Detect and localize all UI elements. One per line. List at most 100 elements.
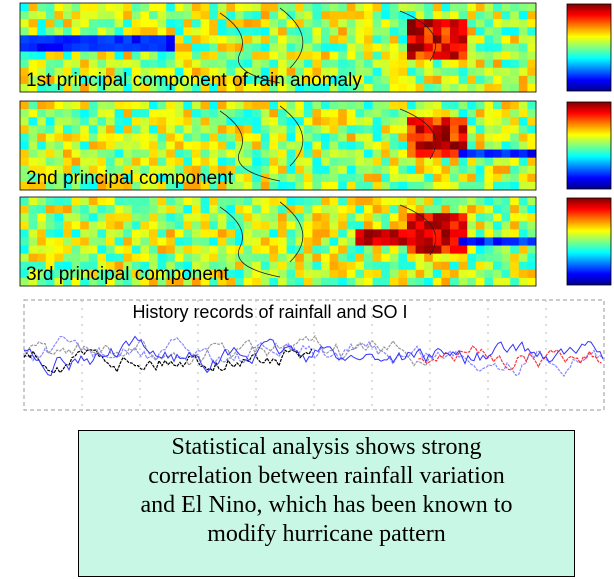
map-cell: [37, 229, 47, 238]
map-cell: [20, 83, 29, 93]
map-cell: [381, 43, 391, 52]
map-cell: [501, 221, 511, 230]
map-cell: [209, 59, 219, 69]
map-cell: [407, 27, 416, 36]
map-cell: [407, 213, 416, 222]
map-cell: [346, 157, 356, 167]
map-cell: [364, 197, 373, 206]
map-cell: [243, 157, 253, 167]
map-cell: [415, 3, 425, 12]
map-cell: [123, 101, 133, 110]
map-cell: [131, 269, 141, 279]
map-cell: [243, 205, 253, 214]
map-label: 2nd principal component: [26, 168, 234, 189]
map-cell: [80, 165, 90, 175]
map-cell: [432, 67, 442, 77]
map-cell: [303, 11, 313, 20]
map-cell: [338, 125, 348, 134]
map-cell: [63, 43, 72, 52]
map-cell: [183, 205, 193, 214]
map-cell: [149, 269, 158, 279]
map-cell: [278, 165, 287, 175]
map-cell: [450, 157, 459, 167]
map-cell: [131, 213, 141, 222]
map-cell: [381, 27, 391, 36]
map-cell: [20, 43, 29, 52]
map-cell: [295, 261, 305, 271]
map-cell: [372, 83, 382, 93]
map-cell: [501, 75, 511, 85]
map-cell: [415, 75, 425, 85]
map-cell: [398, 51, 408, 61]
map-cell: [97, 181, 107, 191]
map-cell: [157, 3, 167, 12]
map-cell: [484, 213, 494, 222]
map-cell: [303, 35, 313, 44]
map-cell: [209, 205, 219, 214]
map-cell: [441, 3, 451, 12]
map-cell: [252, 75, 262, 85]
map-cell: [518, 75, 528, 85]
map-cell: [407, 109, 416, 118]
map-cell: [372, 149, 382, 159]
map-cell: [149, 125, 158, 134]
map-cell: [20, 229, 29, 238]
map-cell: [157, 51, 167, 61]
map-cell: [140, 141, 150, 150]
map-cell: [475, 181, 485, 191]
map-cell: [166, 43, 176, 52]
map-cell: [450, 141, 459, 150]
map-cell: [45, 35, 55, 44]
map-cell: [286, 109, 296, 118]
map-cell: [493, 109, 502, 118]
map-cell: [312, 141, 322, 150]
map-cell: [243, 253, 253, 263]
map-cell: [252, 125, 262, 134]
map-cell: [106, 43, 115, 52]
map-cell: [140, 253, 150, 263]
map-cell: [97, 149, 107, 159]
map-cell: [312, 109, 322, 118]
map-cell: [192, 173, 201, 183]
map-cell: [140, 27, 150, 36]
map-cell: [493, 3, 502, 12]
map-cell: [140, 181, 150, 191]
map-cell: [174, 197, 184, 206]
map-cell: [398, 27, 408, 36]
map-cell: [131, 67, 141, 77]
map-cell: [286, 237, 296, 246]
map-cell: [140, 213, 150, 222]
map-cell: [28, 229, 38, 238]
map-cell: [364, 205, 373, 214]
map-cell: [415, 277, 425, 287]
map-cell: [312, 19, 322, 28]
map-cell: [192, 149, 201, 159]
map-cell: [131, 101, 141, 110]
map-cell: [37, 51, 47, 61]
caption-line: modify hurricane pattern: [207, 521, 446, 547]
map-cell: [501, 149, 511, 159]
map-cell: [217, 75, 227, 85]
map-cell: [381, 101, 391, 110]
map-cell: [346, 101, 356, 110]
map-cell: [381, 11, 391, 20]
map-cell: [63, 101, 72, 110]
map-cell: [209, 35, 219, 44]
map-cell: [166, 19, 176, 28]
map-cell: [278, 35, 287, 44]
map-cell: [467, 67, 477, 77]
map-cell: [157, 83, 167, 93]
map-cell: [415, 51, 425, 61]
caption-line: correlation between rainfall variation: [148, 463, 505, 489]
map-cell: [45, 75, 55, 85]
map-cell: [54, 205, 64, 214]
map-cell: [475, 237, 485, 246]
map-cell: [269, 149, 279, 159]
map-cell: [80, 237, 90, 246]
map-cell: [415, 101, 425, 110]
map-cell: [338, 43, 348, 52]
map-cell: [389, 125, 399, 134]
map-cell: [329, 109, 339, 118]
map-cell: [80, 261, 90, 271]
map-cell: [458, 3, 468, 12]
